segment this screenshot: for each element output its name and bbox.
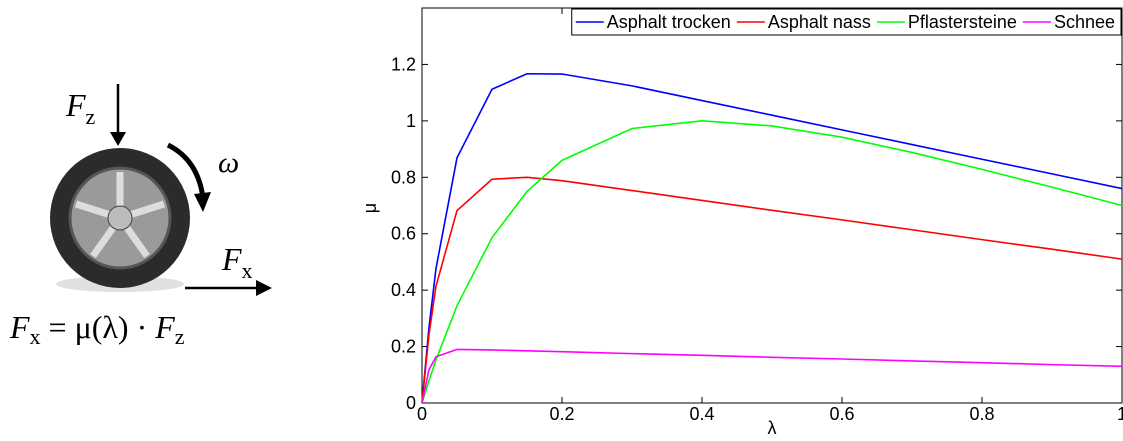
arrowhead <box>194 192 211 212</box>
arrowhead <box>256 280 272 296</box>
y-tick-label: 1.2 <box>391 54 416 74</box>
formula-part: x <box>30 324 41 349</box>
chart: λ μ 0 0.2 0.4 0.6 0.8 1 0 0.2 0.4 0.6 0.8 1 1.2 Aspha… <box>360 7 1123 438</box>
series-line <box>421 348 1123 404</box>
subscript: x <box>242 258 253 283</box>
omega-label: ω <box>218 146 239 179</box>
wheel-diagram: Fz ω Fx Fx = μ(λ) · Fz <box>9 84 272 349</box>
y-tick-label: 0.6 <box>391 224 416 244</box>
force-x-label: Fx <box>221 241 253 283</box>
series-line <box>421 120 1123 404</box>
formula-part: F <box>154 309 175 345</box>
y-axis-label: μ <box>360 203 380 213</box>
y-tick-label: 0.2 <box>391 337 416 357</box>
y-tick-label: 1 <box>406 111 416 131</box>
x-tick-label: 0.6 <box>829 404 854 424</box>
y-tick-label: 0.4 <box>391 280 416 300</box>
arrowhead <box>110 132 126 146</box>
plot-area <box>421 7 1123 404</box>
x-tick-label: 0.2 <box>549 404 574 424</box>
y-tick-label: 0.8 <box>391 167 416 187</box>
x-tick-label: 0.4 <box>689 404 714 424</box>
x-tick-label: 0.8 <box>969 404 994 424</box>
legend-label: Asphalt nass <box>768 12 871 32</box>
legend-label: Pflastersteine <box>908 12 1017 32</box>
legend: Asphalt trocken Asphalt nass Pflasterstein… <box>571 8 1122 36</box>
x-axis-label: λ <box>768 418 777 438</box>
legend-item: Asphalt nass <box>736 12 871 32</box>
series-line <box>421 72 1123 404</box>
legend-label: Asphalt trocken <box>607 12 731 32</box>
series-line <box>421 176 1123 404</box>
legend-item: Pflastersteine <box>876 12 1017 32</box>
arrow-omega <box>166 142 206 199</box>
x-tick-label: 0 <box>417 404 427 424</box>
y-tick-label: 0 <box>406 393 416 413</box>
subscript: z <box>86 104 96 129</box>
formula-part: F <box>9 309 30 345</box>
legend-item: Asphalt trocken <box>575 12 731 32</box>
hub <box>107 205 133 231</box>
formula: Fx = μ(λ) · Fz <box>9 309 185 349</box>
formula-part: z <box>175 324 185 349</box>
formula-part: = μ(λ) · <box>41 309 156 345</box>
symbol: F <box>221 241 242 277</box>
x-tick-label: 1 <box>1117 404 1123 424</box>
symbol: F <box>65 87 86 123</box>
force-z-label: Fz <box>65 87 96 129</box>
legend-label: Schnee <box>1054 12 1115 32</box>
legend-item: Schnee <box>1022 12 1115 32</box>
